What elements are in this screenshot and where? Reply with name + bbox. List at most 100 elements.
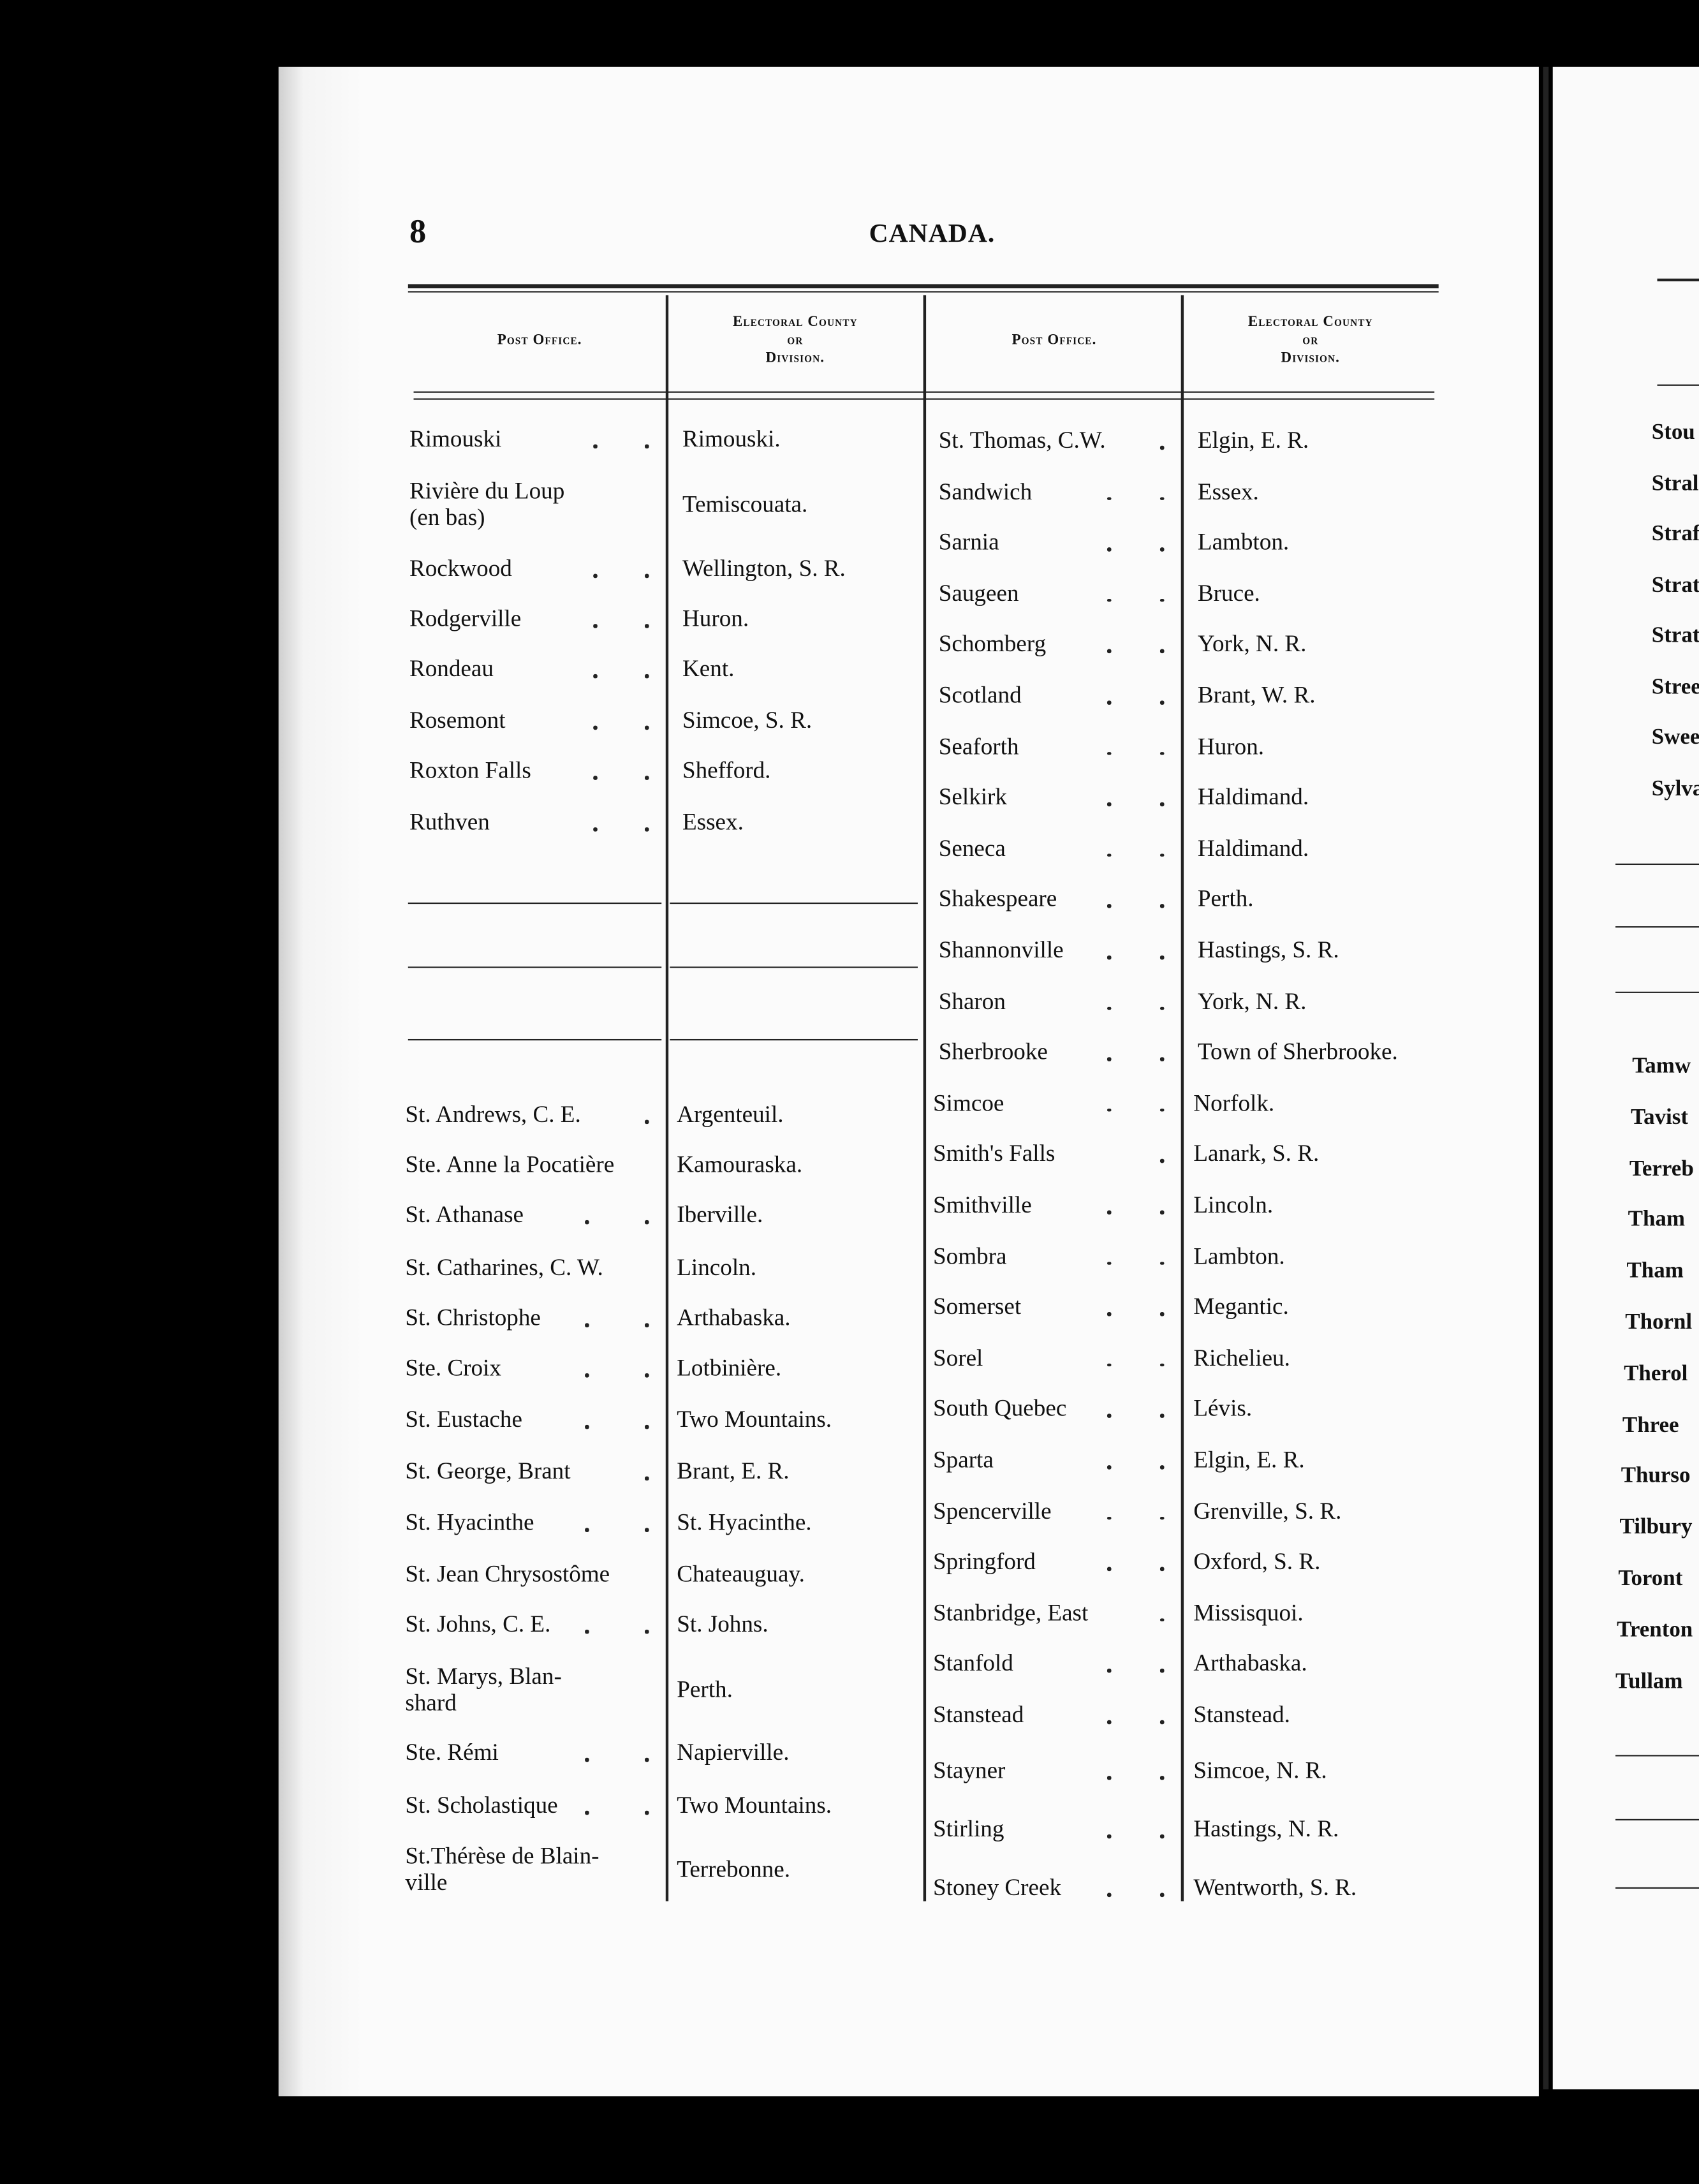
electoral-county: Terrebonne. [677, 1856, 790, 1883]
post-office: Sombra [933, 1242, 1007, 1269]
column-rule [665, 295, 668, 1901]
electoral-county: Missisquoi. [1193, 1599, 1304, 1626]
next-page-rule [1615, 1755, 1699, 1757]
post-office: St. Thomas, C.W. [938, 427, 1106, 454]
electoral-county: Essex. [1197, 478, 1259, 505]
top-rule [408, 284, 1439, 289]
electoral-county: Bruce. [1197, 580, 1260, 607]
post-office: St. Scholastique [405, 1792, 558, 1819]
next-page-text: Stree [1651, 674, 1699, 699]
leader-dot [1107, 1776, 1111, 1780]
leader-dot [585, 1810, 589, 1815]
column-header: Electoral County [732, 314, 858, 330]
post-office: Rondeau [409, 655, 494, 682]
electoral-county: Oxford, S. R. [1193, 1548, 1321, 1575]
next-page-text: Stral [1651, 471, 1699, 496]
gutter [1543, 66, 1549, 2090]
column-header: Post Office. [497, 332, 582, 348]
leader-dot [1107, 1312, 1111, 1316]
leader-dot [645, 1757, 649, 1762]
leader-dot [593, 725, 597, 730]
electoral-county: Huron. [682, 605, 749, 632]
leader-dot [1159, 1618, 1164, 1622]
leader-dot [585, 1629, 589, 1634]
leader-dot [1107, 547, 1111, 552]
leader-dot [593, 573, 597, 578]
next-page-text: Tamw [1632, 1054, 1691, 1079]
leader-dot [1107, 700, 1111, 704]
electoral-county: St. Hyacinthe. [677, 1509, 812, 1536]
leader-dot [585, 1528, 589, 1531]
next-page-text: Strat [1651, 573, 1699, 597]
next-page-text: Stou [1651, 420, 1695, 445]
page-title: CANADA. [869, 219, 996, 249]
post-office: Stayner [933, 1757, 1006, 1784]
leader-dot [645, 674, 649, 678]
electoral-county: Megantic. [1193, 1293, 1289, 1320]
post-office: Rimouski [409, 425, 502, 452]
leader-dot [593, 674, 597, 678]
post-office: St. Eustache [405, 1406, 522, 1433]
next-page-text: Tilbury [1619, 1516, 1693, 1540]
post-office: St. Catharines, C. W. [405, 1254, 603, 1281]
post-office: St. Athanase [405, 1201, 524, 1228]
electoral-county: Rimouski. [682, 425, 781, 452]
electoral-county: Chateauguay. [677, 1560, 805, 1588]
next-page-text: Toront [1618, 1567, 1683, 1591]
leader-dot [1159, 1720, 1164, 1724]
column-header: Post Office. [1011, 332, 1097, 348]
electoral-county: Hastings, N. R. [1193, 1815, 1339, 1842]
leader-dot [1107, 1057, 1111, 1061]
electoral-county: Lambton. [1197, 529, 1290, 556]
leader-dot [585, 1757, 589, 1762]
next-page-rule [1615, 1819, 1699, 1820]
post-office: Ste. Croix [405, 1354, 501, 1382]
leader-dot [1159, 1159, 1164, 1163]
electoral-county: Essex. [682, 808, 744, 836]
next-page-text: Trenton [1617, 1618, 1693, 1642]
next-page-text: Thornl [1625, 1310, 1693, 1334]
column-rule [923, 295, 925, 1901]
leader-dot [645, 725, 649, 730]
next-page-text: Straf [1651, 522, 1699, 546]
post-office: Rockwood [409, 555, 512, 582]
post-office: Seaforth [938, 732, 1019, 760]
column-header: Division. [765, 351, 825, 367]
left-page [278, 66, 1539, 2097]
leader-dot [1107, 1006, 1111, 1010]
leader-dot [1107, 1720, 1111, 1724]
leader-dot [1107, 1465, 1111, 1469]
leader-dot [1107, 598, 1111, 602]
leader-dot [1159, 649, 1164, 653]
post-office: St. George, Brant [405, 1457, 571, 1484]
post-office: Sparta [933, 1446, 994, 1473]
leader-dot [645, 1220, 649, 1224]
blank-row-rule [408, 1038, 662, 1041]
leader-dot [585, 1323, 589, 1327]
leader-dot [1159, 1312, 1164, 1316]
electoral-county: Lincoln. [1193, 1192, 1274, 1218]
post-office: Saugeen [938, 580, 1019, 607]
next-page-text: Tullam [1615, 1669, 1683, 1693]
post-office: Stanfold [933, 1650, 1013, 1677]
electoral-county: Richelieu. [1193, 1344, 1290, 1371]
post-office: St.Thérèse de Blain- ville [405, 1842, 599, 1896]
leader-dot [1159, 445, 1164, 450]
next-page-rule [1615, 991, 1699, 993]
leader-dot [1159, 598, 1164, 602]
blank-row-rule [670, 966, 918, 968]
leader-dot [1107, 1567, 1111, 1571]
page-number: 8 [409, 214, 427, 251]
post-office: Stanstead [933, 1701, 1024, 1728]
post-office: Sandwich [938, 478, 1033, 505]
post-office: Smithville [933, 1192, 1032, 1218]
next-page-rule [1615, 863, 1699, 866]
leader-dot [593, 624, 597, 628]
leader-dot [1159, 1893, 1164, 1896]
post-office: Ste. Rémi [405, 1739, 499, 1766]
leader-dot [645, 1528, 649, 1531]
next-page-text: Tham [1626, 1259, 1684, 1283]
leader-dot [1107, 1363, 1111, 1367]
electoral-county: Brant, E. R. [677, 1457, 790, 1484]
leader-dot [1159, 1414, 1164, 1418]
